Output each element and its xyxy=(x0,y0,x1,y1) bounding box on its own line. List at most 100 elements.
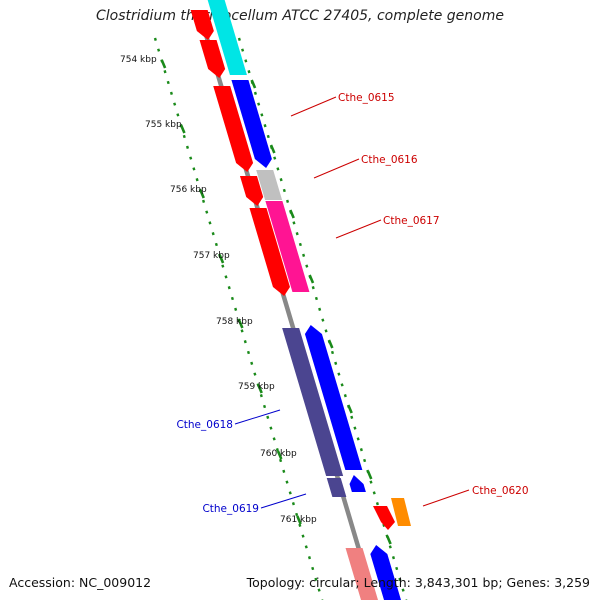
ruler-dot-left xyxy=(166,80,170,85)
ruler-dot-right xyxy=(305,264,309,268)
gene-label-leader-line xyxy=(290,96,337,117)
ruler-dot-right xyxy=(353,426,357,430)
gene-label: Cthe_0619 xyxy=(202,503,259,515)
ruler-dot-right xyxy=(286,199,290,203)
ruler-dot-left xyxy=(208,221,212,225)
ruler-dot-left xyxy=(250,361,254,365)
ruler-dot-left xyxy=(182,134,186,139)
ruler-major-tick-right xyxy=(308,274,315,284)
ruler-dot-left xyxy=(311,566,315,571)
ruler-dot-left xyxy=(176,113,180,117)
gene-label-leader-line xyxy=(313,158,360,179)
gene-arrow-cthe-0618-partner xyxy=(304,325,363,470)
ruler-dot-right xyxy=(369,480,373,484)
ruler-dot-left xyxy=(263,404,267,409)
ruler-tick-label: 759 kbp xyxy=(238,382,275,392)
gene-label-leader-line xyxy=(234,409,281,425)
ruler-dot-left xyxy=(185,145,190,149)
ruler-dot-left xyxy=(314,577,318,581)
ruler-major-tick-right xyxy=(289,209,295,219)
ruler-dot-right xyxy=(311,286,315,290)
ruler-tick-label: 758 kbp xyxy=(216,317,253,327)
ruler-dot-right xyxy=(257,102,261,106)
ruler-dot-left xyxy=(189,156,193,160)
ruler-dot-right xyxy=(363,458,367,463)
ruler-major-tick-right xyxy=(269,144,276,154)
ruler-dot-right xyxy=(372,491,376,495)
ruler-dot-left xyxy=(285,480,289,484)
ruler-dot-left xyxy=(243,340,247,344)
ruler-dot-left xyxy=(153,37,157,41)
gene-label-leader-line xyxy=(422,489,470,507)
ruler-major-tick-left xyxy=(237,319,244,329)
ruler-dot-left xyxy=(295,512,299,517)
gene-label: Cthe_0618 xyxy=(176,419,233,431)
ruler-dot-left xyxy=(157,48,161,52)
ruler-dot-left xyxy=(253,372,257,376)
ruler-dot-right xyxy=(241,48,245,52)
ruler-major-tick-left xyxy=(276,450,283,460)
ruler-tick-label: 757 kbp xyxy=(193,251,230,261)
ruler-dot-right xyxy=(343,394,347,398)
ruler-dot-right xyxy=(340,383,344,387)
ruler-dot-right xyxy=(273,156,277,160)
ruler-dot-right xyxy=(244,59,248,63)
accession-text: Accession: NC_009012 xyxy=(9,575,152,590)
ruler-dot-right xyxy=(253,91,257,95)
ruler-dot-right xyxy=(395,566,399,571)
ruler-dot-right xyxy=(292,221,296,225)
ruler-dot-left xyxy=(291,502,295,506)
ruler-dot-right xyxy=(398,577,402,581)
ruler-dot-right xyxy=(388,545,392,549)
gene-arrow-small-blue xyxy=(349,475,366,492)
gene-arrow-red xyxy=(249,208,290,296)
ruler-dot-right xyxy=(260,113,264,117)
ruler-dot-right xyxy=(266,134,270,139)
ruler-major-tick-right xyxy=(386,535,392,545)
gene-label: Cthe_0616 xyxy=(361,154,418,166)
gene-arrow-red xyxy=(213,86,254,172)
ruler-tick-label: 756 kbp xyxy=(170,185,207,195)
gene-arrow-red xyxy=(199,40,226,78)
ruler-dot-right xyxy=(324,329,328,333)
ruler-dot-left xyxy=(192,167,196,171)
ruler-dot-right xyxy=(334,361,338,365)
ruler-dot-left xyxy=(246,350,251,355)
ruler-dot-right xyxy=(337,372,341,376)
ruler-major-tick-left xyxy=(257,384,263,394)
ruler-dot-left xyxy=(301,534,305,538)
ruler-dot-right xyxy=(359,448,363,452)
ruler-dot-left xyxy=(275,448,279,452)
gene-arrow-red-small xyxy=(373,506,395,530)
gene-label-leader-line xyxy=(260,493,307,509)
ruler-dot-right xyxy=(276,167,280,171)
ruler-major-tick-left xyxy=(179,124,186,134)
gene-box-cyan xyxy=(207,0,247,75)
gene-arrow-blue-bottom xyxy=(370,545,401,600)
ruler-dot-left xyxy=(240,329,244,333)
ruler-dot-left xyxy=(227,286,231,290)
ruler-tick-label: 760 kbp xyxy=(260,449,297,459)
ruler-dot-right xyxy=(279,178,283,182)
ruler-dot-left xyxy=(221,264,225,268)
ruler-dot-right xyxy=(298,242,302,247)
gene-box-cthe-0617 xyxy=(265,201,310,292)
genome-summary-text: Topology: circular; Length: 3,843,301 bp… xyxy=(246,575,590,590)
ruler-major-tick-left xyxy=(199,189,205,199)
ruler-major-tick-left xyxy=(296,515,302,525)
gene-box-cthe-0620 xyxy=(391,498,411,526)
ruler-dot-right xyxy=(330,350,335,355)
ruler-dot-right xyxy=(350,415,354,419)
ruler-dot-left xyxy=(266,415,270,419)
ruler-dot-left xyxy=(282,469,286,473)
ruler-dot-right xyxy=(263,124,267,128)
gene-arrow-cthe-0615 xyxy=(231,80,272,168)
ruler-dot-left xyxy=(202,199,206,203)
ruler-tick-label: 761 kbp xyxy=(280,515,317,525)
ruler-dot-right xyxy=(391,556,396,560)
gene-label-leader-line xyxy=(335,219,382,239)
gene-label: Cthe_0620 xyxy=(472,485,529,497)
gene-label: Cthe_0615 xyxy=(338,92,395,104)
ruler-dot-left xyxy=(307,556,312,560)
